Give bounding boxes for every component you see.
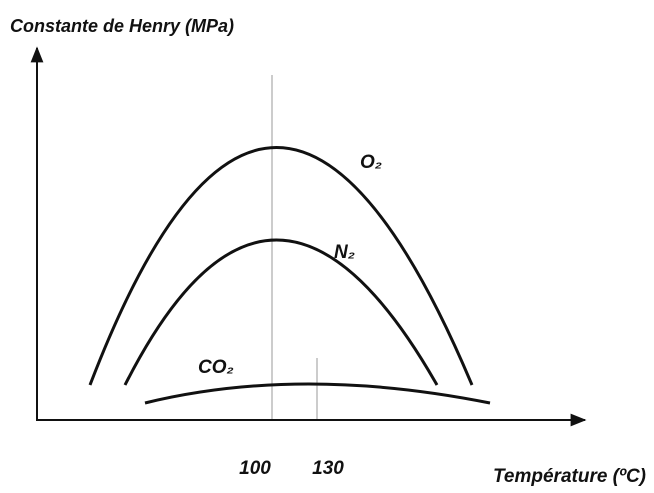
n2-curve xyxy=(123,238,439,386)
chart-title: Constante de Henry (MPa) xyxy=(10,16,234,36)
x-tick-label: 130 xyxy=(312,458,344,479)
x-axis-label: Température (ºC) xyxy=(493,466,646,487)
curve-label: CO₂ xyxy=(198,357,234,378)
co2-curve xyxy=(144,382,491,405)
curve-label: O₂ xyxy=(360,152,382,173)
curve-label: N₂ xyxy=(334,242,355,263)
o2-curve xyxy=(88,146,474,386)
x-tick-label: 100 xyxy=(239,458,271,479)
